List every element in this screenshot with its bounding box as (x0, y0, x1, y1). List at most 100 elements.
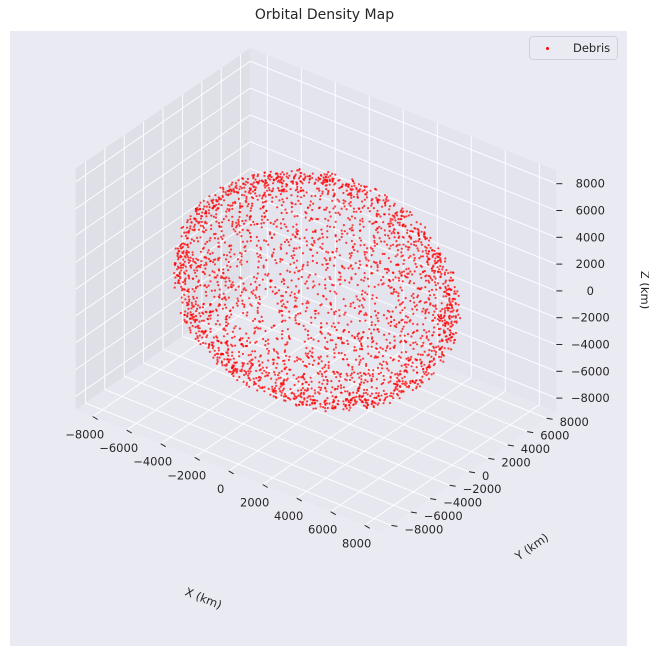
data-point (414, 262, 417, 265)
data-point (363, 272, 366, 275)
data-point (304, 328, 307, 331)
grid-line-z-back (250, 60, 557, 185)
data-point (299, 171, 302, 174)
data-point (365, 363, 368, 366)
data-point (367, 368, 370, 371)
data-point (305, 191, 308, 194)
data-point (209, 314, 212, 317)
data-point (389, 260, 392, 263)
data-point (326, 355, 329, 358)
data-point (325, 370, 328, 373)
data-point (386, 309, 389, 312)
data-point (411, 230, 415, 233)
data-point (353, 182, 356, 185)
data-point (402, 259, 406, 262)
data-point (312, 407, 315, 410)
data-point (330, 407, 334, 410)
data-point (267, 186, 270, 190)
data-point (225, 368, 228, 371)
data-point (230, 248, 233, 251)
data-point (340, 386, 343, 389)
data-point (235, 221, 238, 224)
data-point (306, 333, 310, 337)
data-point (297, 394, 300, 397)
data-point (286, 396, 289, 399)
data-point (338, 309, 341, 312)
data-point (313, 399, 317, 402)
data-point (305, 280, 308, 283)
data-point (209, 252, 212, 256)
data-point (243, 373, 246, 377)
data-point (409, 319, 412, 322)
data-point (334, 220, 337, 223)
data-point (322, 176, 325, 179)
data-point (457, 303, 460, 306)
data-point (232, 284, 235, 287)
data-point (375, 220, 378, 224)
data-point (300, 180, 303, 183)
data-point (399, 218, 402, 221)
data-point (250, 365, 253, 368)
data-point (221, 364, 224, 367)
data-point (213, 349, 216, 352)
x-tick-label: 2000 (240, 496, 269, 510)
data-point (319, 326, 322, 329)
data-point (387, 257, 390, 260)
data-point (233, 253, 236, 256)
data-point (456, 290, 459, 293)
data-point (180, 226, 183, 230)
data-point (218, 293, 221, 296)
data-point (319, 355, 322, 358)
data-point (254, 188, 257, 191)
data-point (285, 379, 288, 382)
data-point (323, 173, 326, 176)
data-point (215, 209, 218, 212)
data-point (392, 230, 395, 233)
data-point (245, 180, 248, 183)
data-point (210, 227, 213, 231)
data-point (390, 320, 393, 323)
data-point (194, 271, 197, 274)
data-point (333, 313, 336, 316)
data-point (398, 321, 401, 324)
data-point (305, 346, 308, 350)
data-point (274, 373, 277, 376)
data-point (248, 297, 251, 300)
data-point (226, 332, 229, 335)
data-point (271, 196, 274, 199)
data-point (348, 252, 351, 255)
data-point (350, 320, 353, 323)
data-point (283, 363, 286, 366)
data-point (396, 388, 399, 391)
data-point (402, 215, 405, 218)
data-point (271, 358, 275, 361)
data-point (383, 194, 387, 197)
data-point (359, 219, 362, 222)
data-point (311, 208, 314, 212)
data-point (321, 192, 324, 195)
data-point (215, 198, 218, 202)
data-point (223, 241, 227, 244)
data-point (258, 179, 261, 182)
data-point (305, 354, 308, 357)
data-point (291, 391, 294, 394)
data-point (295, 377, 298, 380)
data-point (184, 320, 187, 323)
data-point (195, 275, 198, 278)
z-tick-label: −8000 (571, 391, 610, 405)
data-point (286, 328, 289, 331)
data-point (279, 260, 282, 263)
data-point (234, 344, 237, 347)
data-point (444, 309, 447, 312)
data-point (191, 317, 194, 320)
data-points (173, 168, 462, 413)
data-point (186, 314, 189, 317)
data-point (272, 348, 275, 351)
data-point (345, 208, 348, 211)
data-point (327, 251, 330, 254)
data-point (346, 323, 349, 326)
data-point (360, 337, 363, 341)
data-point (217, 207, 220, 210)
data-point (372, 222, 375, 225)
data-point (189, 311, 192, 314)
